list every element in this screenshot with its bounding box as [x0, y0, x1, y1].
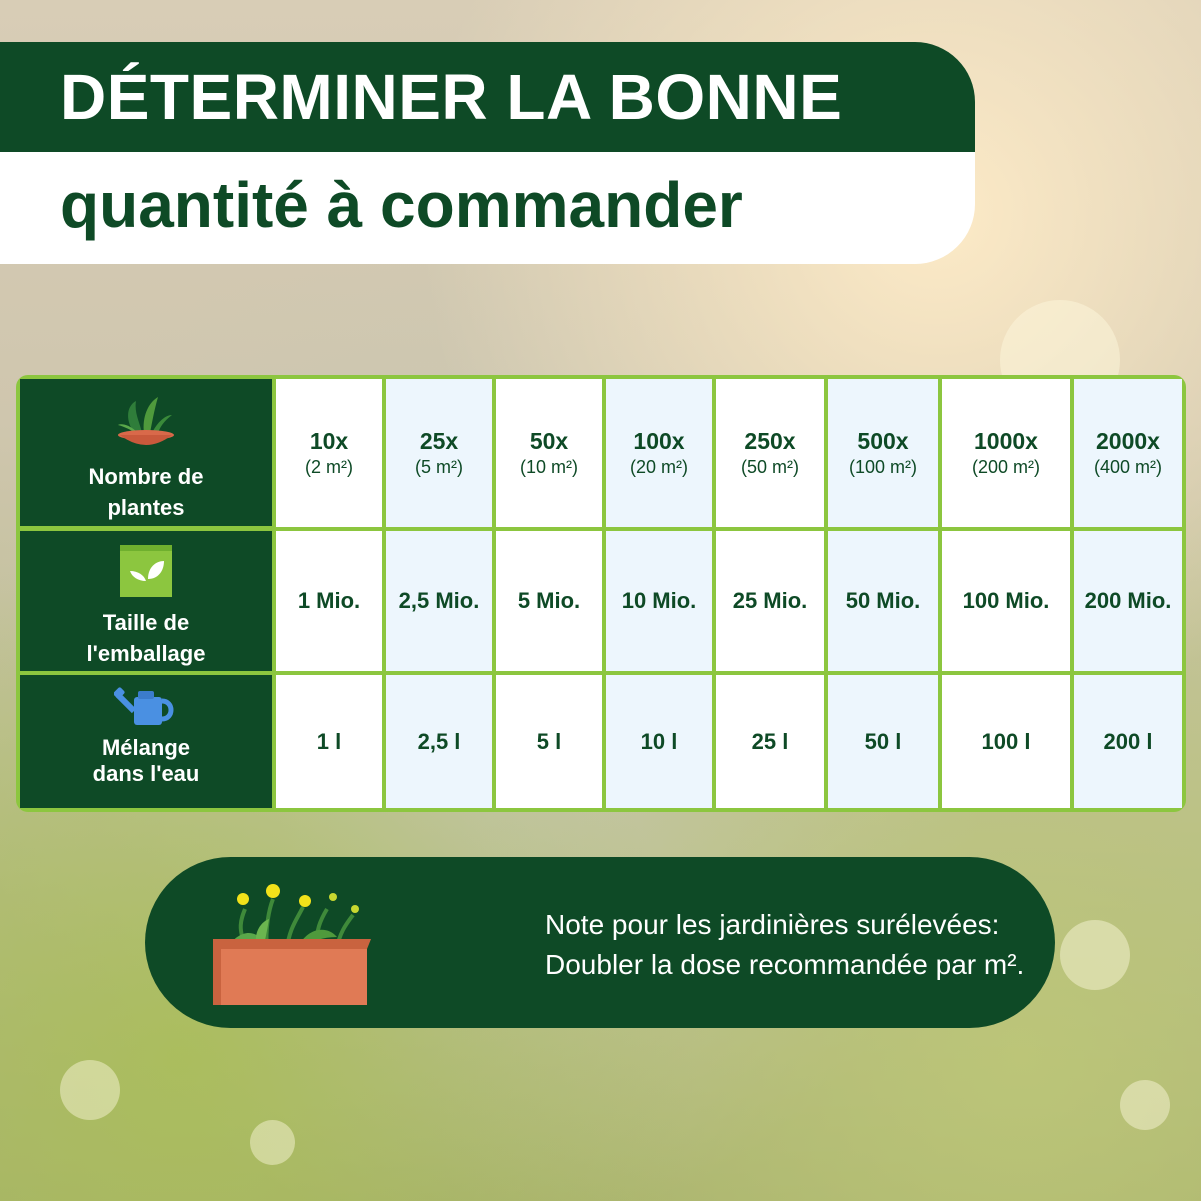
plants-count: 25x	[419, 428, 459, 454]
plants-cell: 50x (10 m²)	[496, 379, 602, 527]
row-header-package-label-2: l'emballage	[86, 641, 206, 666]
plants-area: (200 m²)	[971, 457, 1040, 477]
row-header-plants: Nombre de plantes	[20, 379, 272, 526]
plants-cell: 10x (2 m²)	[276, 379, 382, 527]
table-row-package: Taille de l'emballage 1 Mio. 2,5 Mio. 5 …	[16, 531, 1186, 671]
plants-count: 50x	[529, 428, 569, 454]
plants-cell: 25x (5 m²)	[386, 379, 492, 527]
bokeh-light	[60, 1060, 120, 1120]
row-header-package-label-1: Taille de	[102, 610, 190, 635]
title-banner-top	[0, 42, 975, 152]
watering-can-icon	[113, 687, 174, 725]
bokeh-light	[1060, 920, 1130, 990]
water-cell: 1 l	[276, 675, 382, 808]
title-line-2: quantité à commander	[60, 169, 743, 241]
plants-area: (400 m²)	[1093, 457, 1162, 477]
package-cell: 50 Mio.	[828, 531, 938, 671]
plants-cell: 2000x (400 m²)	[1074, 379, 1182, 527]
title-banner-bottom	[0, 152, 975, 264]
plants-cell: 100x (20 m²)	[606, 379, 712, 527]
water-cell: 5 l	[496, 675, 602, 808]
plants-cell: 1000x (200 m²)	[942, 379, 1070, 527]
water-cell: 25 l	[716, 675, 824, 808]
quantity-table: Nombre de plantes 10x (2 m²) 25x (5 m²) …	[16, 375, 1186, 812]
row-header-plants-label-1: Nombre de	[88, 464, 204, 489]
row-header-water: Mélange dans l'eau	[20, 675, 272, 808]
package-cell: 2,5 Mio.	[386, 531, 492, 671]
package-cell: 1 Mio.	[276, 531, 382, 671]
plants-count: 500x	[857, 428, 909, 454]
plants-count: 250x	[744, 428, 796, 454]
plants-area: (5 m²)	[415, 457, 463, 477]
raised-planter-icon	[213, 884, 371, 1005]
package-cell: 200 Mio.	[1074, 531, 1182, 671]
water-cell: 2,5 l	[386, 675, 492, 808]
package-cell: 25 Mio.	[716, 531, 824, 671]
package-cell: 10 Mio.	[606, 531, 712, 671]
plants-area: (100 m²)	[848, 457, 917, 477]
package-leaf-icon	[120, 545, 172, 597]
potted-plant-icon	[118, 397, 174, 445]
water-cell: 100 l	[942, 675, 1070, 808]
table-row-water: Mélange dans l'eau 1 l 2,5 l 5 l 10 l 25…	[16, 675, 1186, 808]
row-header-water-label-2: dans l'eau	[92, 761, 200, 786]
package-cell: 100 Mio.	[942, 531, 1070, 671]
water-cell: 10 l	[606, 675, 712, 808]
table-row-plants: Nombre de plantes 10x (2 m²) 25x (5 m²) …	[16, 375, 1186, 527]
plants-count: 100x	[633, 428, 685, 454]
plants-cell: 500x (100 m²)	[828, 379, 938, 527]
plants-area: (2 m²)	[305, 457, 353, 477]
bokeh-light	[250, 1120, 295, 1165]
row-header-water-label-1: Mélange	[101, 735, 191, 760]
title-line-1: DÉTERMINER LA BONNE	[60, 61, 843, 133]
row-header-plants-label-2: plantes	[107, 495, 185, 520]
water-cell: 200 l	[1074, 675, 1182, 808]
package-cell: 5 Mio.	[496, 531, 602, 671]
plants-count: 10x	[309, 428, 349, 454]
note-line-2: Doubler la dose recommandée par m².	[545, 949, 1025, 980]
water-cell: 50 l	[828, 675, 938, 808]
plants-count: 1000x	[974, 428, 1038, 454]
bokeh-light	[1120, 1080, 1170, 1130]
plants-area: (10 m²)	[520, 457, 578, 477]
raised-planter-note: Note pour les jardinières surélevées: Do…	[145, 857, 1055, 1028]
plants-count: 2000x	[1096, 428, 1160, 454]
plants-cell: 250x (50 m²)	[716, 379, 824, 527]
plants-area: (20 m²)	[630, 457, 688, 477]
plants-area: (50 m²)	[741, 457, 799, 477]
row-header-package: Taille de l'emballage	[20, 531, 272, 671]
note-line-1: Note pour les jardinières surélevées:	[545, 909, 1000, 940]
